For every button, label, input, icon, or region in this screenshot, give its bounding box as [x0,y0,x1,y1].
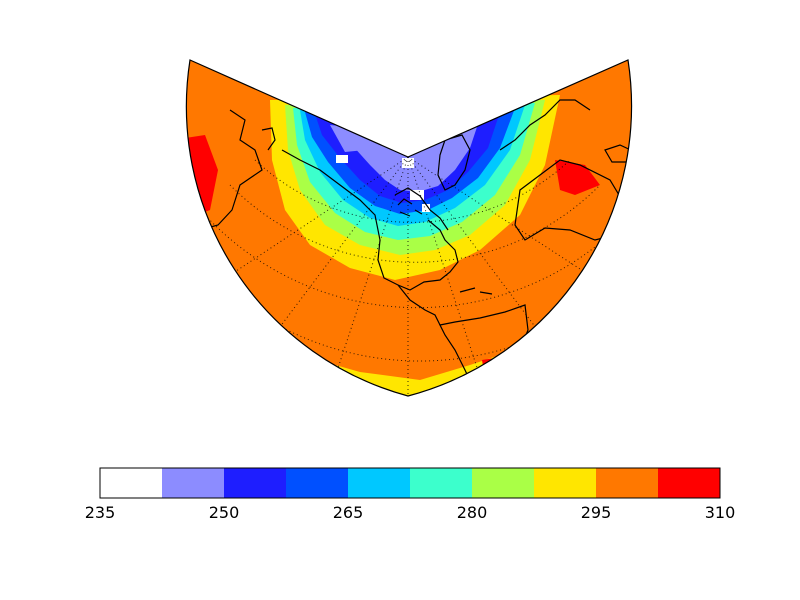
colorbar-tick-label: 265 [332,503,364,522]
colorbar-tick-label: 250 [208,503,240,522]
colorbar-frame [99,467,721,499]
colorbar-swatch-3 [286,468,348,498]
colorbar-tick-label: 280 [456,503,488,522]
colorbar-swatch-8 [596,468,658,498]
colorbar-swatch-7 [534,468,596,498]
colorbar [99,467,721,499]
colorbar-swatch-1 [162,468,224,498]
coast-europe [499,99,591,151]
coast-india [604,144,632,163]
colorbar-swatch-6 [472,468,534,498]
coast-central-america [397,284,441,326]
colorbar-tick-label: 295 [580,503,612,522]
coast-caribbean [459,287,493,295]
coast-greenland [437,134,471,191]
field-white-1 [336,155,348,163]
colorbar-swatch-2 [224,468,286,498]
field-red-indian [622,200,632,232]
field-red-asia [555,160,600,195]
colorbar-tick-label: 235 [84,503,116,522]
colorbar-tick-labels: 235 250 265 280 295 310 [0,500,800,530]
coast-japan [261,127,276,151]
colorbar-swatch-4 [348,468,410,498]
coast-arctic-islands [397,198,423,217]
colorbar-swatch-9 [658,468,720,498]
colorbar-swatch-5 [410,468,472,498]
coast-hudson [394,187,449,231]
field-white-4 [422,204,430,212]
colorbar-swatch-0 [100,468,162,498]
colorbar-tick-label: 310 [704,503,736,522]
map-boundary [185,59,633,397]
field-red-south-america [482,358,498,384]
